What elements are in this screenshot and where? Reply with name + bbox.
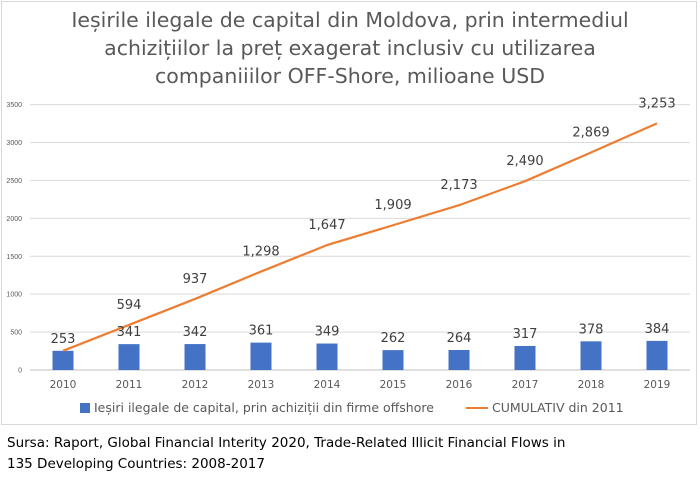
- x-axis: 2010 2011 2012 2013 2014 2015 2016 2017 2018 2019: [50, 379, 671, 391]
- legend-bar-swatch: [80, 402, 90, 413]
- x-tick-label: 2013: [248, 379, 275, 391]
- y-axis: 0 500 1000 1500 2000 2500 3000 3500: [6, 102, 22, 374]
- bar-2010: [52, 350, 74, 370]
- line-value-label: 937: [183, 272, 208, 287]
- chart-title-line-3: companiiilor OFF-Shore, milioane USD: [155, 64, 545, 88]
- data-labels: 253 341 342 361 349 262 264 317 378 384 594 937 1,29…: [51, 96, 676, 346]
- legend-bar-label: Ieșiri ilegale de capital, prin achiziți…: [94, 400, 434, 415]
- bar-value-label: 384: [645, 322, 670, 337]
- bar-value-label: 317: [513, 327, 538, 342]
- source-line-1: Sursa: Raport, Global Financial Interity…: [7, 435, 566, 451]
- bar-2012: [184, 344, 206, 370]
- bar-series: [52, 340, 668, 370]
- y-tick-label: 500: [10, 330, 22, 337]
- bar-value-label: 378: [579, 322, 604, 337]
- bar-2014: [316, 343, 338, 370]
- bar-value-label: 262: [381, 331, 406, 346]
- bar-value-label: 349: [315, 325, 340, 340]
- chart-title-line-2: achizițiilor la preț exagerat inclusiv c…: [104, 36, 596, 60]
- chart-title: Ieșirile ilegale de capital din Moldova,…: [0, 6, 700, 90]
- chart-title-line-1: Ieșirile ilegale de capital din Moldova,…: [71, 8, 629, 32]
- y-tick-label: 3500: [6, 102, 22, 109]
- bar-value-label: 253: [51, 332, 76, 347]
- line-series: [62, 122, 658, 352]
- x-tick-label: 2017: [512, 379, 539, 391]
- line-value-label: 2,490: [506, 154, 543, 169]
- source-line-2: 135 Developing Countries: 2008-2017: [7, 456, 265, 472]
- x-tick-label: 2016: [446, 379, 473, 391]
- y-tick-label: 3000: [6, 140, 22, 147]
- bar-2015: [382, 350, 404, 370]
- bar-value-label: 361: [249, 324, 274, 339]
- legend-item-line: CUMULATIV din 2011: [466, 400, 624, 415]
- line-value-label: 3,253: [638, 96, 675, 111]
- legend-line-swatch: [466, 406, 488, 409]
- bar-2013: [250, 342, 272, 370]
- x-tick-label: 2019: [644, 379, 671, 391]
- x-tick-label: 2015: [380, 379, 407, 391]
- y-tick-label: 2000: [6, 216, 22, 223]
- x-tick-label: 2010: [50, 379, 77, 391]
- x-tick-label: 2014: [314, 379, 341, 391]
- y-tick-label: 0: [18, 368, 22, 375]
- legend-line-label: CUMULATIV din 2011: [492, 400, 624, 415]
- y-tick-label: 2500: [6, 178, 22, 185]
- cumulative-line: [62, 122, 658, 352]
- bar-value-label: 341: [117, 325, 142, 340]
- x-tick-label: 2011: [116, 379, 143, 391]
- bar-2017: [514, 345, 536, 370]
- x-tick-label: 2018: [578, 379, 605, 391]
- line-value-label: 1,647: [308, 218, 345, 233]
- legend-item-bars: Ieșiri ilegale de capital, prin achiziți…: [80, 400, 434, 415]
- line-value-label: 594: [117, 298, 142, 313]
- line-value-label: 1,298: [242, 245, 279, 260]
- bar-2018: [580, 341, 602, 370]
- bar-value-label: 342: [183, 325, 208, 340]
- bar-2011: [118, 344, 140, 370]
- line-value-label: 2,869: [572, 125, 609, 140]
- y-tick-label: 1000: [6, 292, 22, 299]
- x-tick-label: 2012: [182, 379, 209, 391]
- bar-value-label: 264: [447, 331, 472, 346]
- bar-2016: [448, 349, 470, 370]
- line-value-label: 2,173: [440, 178, 477, 193]
- source-note: Sursa: Raport, Global Financial Interity…: [7, 433, 693, 475]
- plot-area: 0 500 1000 1500 2000 2500 3000 3500 253 341 342 36…: [6, 96, 690, 391]
- legend: Ieșiri ilegale de capital, prin achiziți…: [0, 400, 700, 418]
- gridlines: [30, 104, 690, 371]
- y-tick-label: 1500: [6, 254, 22, 261]
- line-value-label: 1,909: [374, 198, 411, 213]
- bar-2019: [646, 340, 668, 370]
